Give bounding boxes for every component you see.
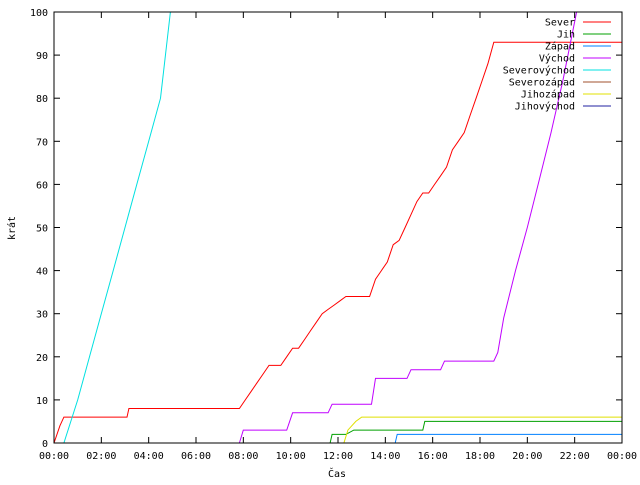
series-line-5	[54, 12, 171, 443]
y-tick-label: 50	[36, 224, 48, 235]
x-tick-label: 04:00	[134, 451, 164, 462]
axis-ticks: 0 10 20 30 40 50 60 70 80 90 100 00:00 02:00 04:00 06:…	[30, 8, 637, 462]
series-line-4	[54, 12, 622, 443]
legend-label: Jihovýchod	[515, 101, 575, 113]
y-tick-label: 80	[36, 94, 48, 105]
legend-label: Severovýchod	[503, 65, 575, 77]
x-tick-label: 14:00	[370, 451, 400, 462]
legend-label: Severozápad	[509, 77, 575, 89]
x-tick-label: 12:00	[323, 451, 353, 462]
legend-label: Sever	[545, 18, 575, 29]
y-tick-label: 60	[36, 180, 48, 191]
y-tick-label: 30	[36, 310, 48, 321]
x-tick-label: 00:00	[39, 451, 69, 462]
x-tick-label: 16:00	[418, 451, 448, 462]
legend-label: Východ	[539, 53, 575, 65]
legend-label: Jih	[557, 30, 575, 41]
x-tick-label: 00:00	[607, 451, 637, 462]
y-tick-label: 90	[36, 51, 48, 62]
series-line-1	[54, 41, 622, 443]
x-tick-label: 22:00	[560, 451, 590, 462]
x-tick-label: 02:00	[86, 451, 116, 462]
x-tick-label: 18:00	[465, 451, 495, 462]
y-tick-label: 40	[36, 267, 48, 278]
legend: SeverJihZápadVýchodSeverovýchodSeverozáp…	[503, 18, 611, 113]
series-line-2	[54, 420, 622, 443]
series-line-3	[54, 433, 622, 443]
y-tick-label: 20	[36, 353, 48, 364]
series-line-7	[54, 416, 622, 443]
y-tick-label: 100	[30, 8, 48, 19]
x-tick-label: 20:00	[512, 451, 542, 462]
legend-label: Západ	[545, 41, 575, 53]
y-tick-label: 70	[36, 137, 48, 148]
x-tick-label: 10:00	[276, 451, 306, 462]
series-layer	[54, 12, 622, 443]
x-tick-label: 08:00	[228, 451, 258, 462]
x-axis-label: Čas	[328, 467, 346, 480]
legend-label: Jihozápad	[521, 89, 575, 101]
y-tick-label: 0	[42, 439, 48, 450]
x-tick-label: 06:00	[181, 451, 211, 462]
y-axis-label: krát	[6, 216, 18, 240]
y-tick-label: 10	[36, 396, 48, 407]
